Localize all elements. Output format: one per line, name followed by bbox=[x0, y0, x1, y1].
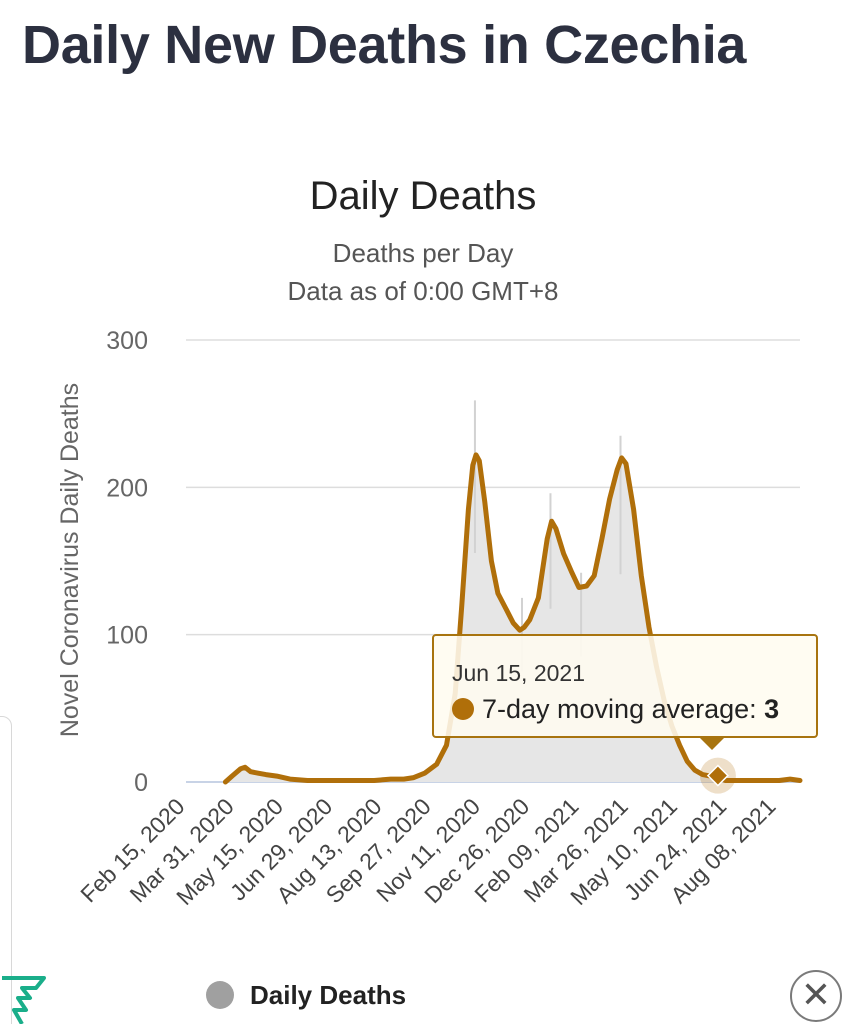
moving-average-line bbox=[222, 452, 803, 785]
y-tick-label: 200 bbox=[106, 474, 148, 502]
close-button[interactable]: ✕ bbox=[790, 970, 842, 1022]
chart-data-note: Data as of 0:00 GMT+8 bbox=[287, 276, 559, 306]
brand-logo-icon[interactable] bbox=[0, 970, 50, 1024]
tooltip-series-line: 7-day moving average: 3 bbox=[452, 694, 779, 725]
chart-subtitle: Deaths per Day bbox=[332, 238, 514, 268]
chart-tooltip: Jun 15, 2021 7-day moving average: 3 bbox=[432, 634, 818, 738]
daily-deaths-chart[interactable]: 0 100 200 300 Novel Coronavirus Daily Death… bbox=[0, 0, 846, 980]
page-title: Daily New Deaths in Czechia bbox=[22, 15, 747, 75]
hover-point bbox=[706, 764, 729, 787]
tooltip-value: 3 bbox=[764, 694, 780, 724]
side-panel-edge[interactable] bbox=[0, 716, 12, 1024]
y-tick-label: 300 bbox=[106, 327, 148, 355]
y-axis-label: Novel Coronavirus Daily Deaths bbox=[56, 383, 84, 737]
moving-average-path bbox=[222, 452, 803, 785]
y-tick-label: 100 bbox=[106, 622, 148, 650]
y-tick-label: 0 bbox=[134, 769, 148, 797]
legend-item-daily-deaths[interactable]: Daily Deaths bbox=[250, 980, 407, 1010]
tooltip-series-label: 7-day moving average: bbox=[482, 694, 765, 724]
hover-marker bbox=[699, 757, 736, 794]
tooltip-pointer bbox=[698, 736, 726, 750]
legend-marker bbox=[206, 981, 234, 1009]
chart-legend[interactable]: Daily Deaths bbox=[206, 980, 406, 1011]
y-axis-ticks: 0 100 200 300 bbox=[106, 327, 148, 797]
chart-title: Daily Deaths bbox=[309, 174, 537, 218]
tooltip-series-dot bbox=[452, 698, 474, 720]
tooltip-date: Jun 15, 2021 bbox=[452, 660, 586, 686]
